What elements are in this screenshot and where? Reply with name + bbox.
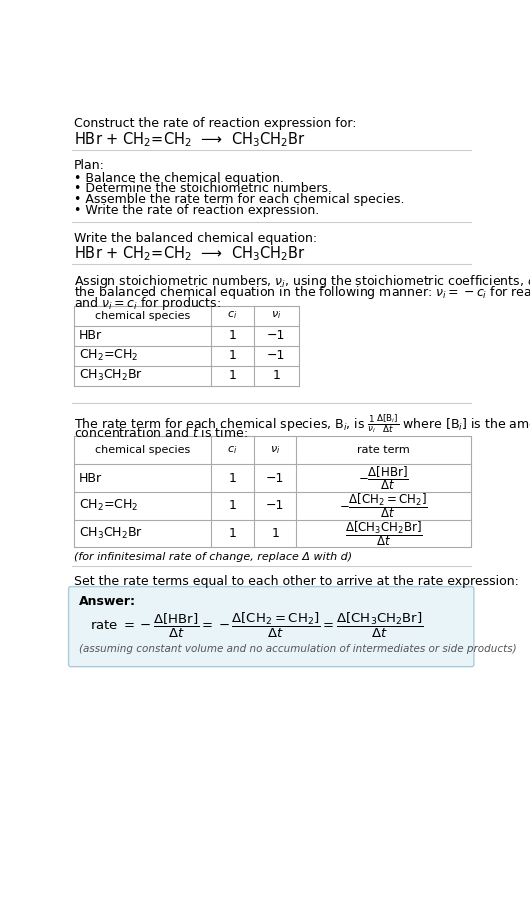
FancyBboxPatch shape (68, 587, 474, 667)
Text: −1: −1 (266, 500, 284, 512)
Text: $c_i$: $c_i$ (227, 444, 237, 456)
Text: Construct the rate of reaction expression for:: Construct the rate of reaction expressio… (74, 116, 357, 130)
Text: and $\nu_i = c_i$ for products:: and $\nu_i = c_i$ for products: (74, 295, 221, 312)
Text: rate $= -\dfrac{\Delta[\mathrm{HBr}]}{\Delta t} = -\dfrac{\Delta[\mathrm{CH_2{=}: rate $= -\dfrac{\Delta[\mathrm{HBr}]}{\D… (90, 611, 423, 640)
Text: $-\dfrac{\Delta[\mathrm{CH_2{=}CH_2}]}{\Delta t}$: $-\dfrac{\Delta[\mathrm{CH_2{=}CH_2}]}{\… (339, 491, 428, 521)
Text: Plan:: Plan: (74, 159, 105, 172)
Text: −1: −1 (266, 471, 284, 484)
Text: The rate term for each chemical species, B$_i$, is $\frac{1}{\nu_i}\frac{\Delta[: The rate term for each chemical species,… (74, 412, 530, 435)
Text: (assuming constant volume and no accumulation of intermediates or side products): (assuming constant volume and no accumul… (78, 644, 516, 654)
Text: • Assemble the rate term for each chemical species.: • Assemble the rate term for each chemic… (74, 193, 404, 207)
Text: 1: 1 (228, 329, 236, 342)
Text: concentration and $t$ is time:: concentration and $t$ is time: (74, 426, 248, 440)
Text: HBr: HBr (78, 471, 102, 484)
Text: CH$_2$=CH$_2$: CH$_2$=CH$_2$ (78, 498, 138, 513)
Text: 1: 1 (271, 527, 279, 540)
Text: chemical species: chemical species (95, 445, 190, 455)
Text: 1: 1 (228, 471, 236, 484)
Text: CH$_3$CH$_2$Br: CH$_3$CH$_2$Br (78, 368, 143, 383)
Text: $\nu_i$: $\nu_i$ (271, 309, 281, 321)
Text: Answer:: Answer: (78, 595, 136, 608)
Text: 1: 1 (228, 500, 236, 512)
Text: CH$_3$CH$_2$Br: CH$_3$CH$_2$Br (78, 526, 143, 541)
Text: chemical species: chemical species (95, 310, 190, 320)
Text: 1: 1 (228, 349, 236, 362)
Text: −1: −1 (267, 349, 286, 362)
Text: • Write the rate of reaction expression.: • Write the rate of reaction expression. (74, 204, 319, 217)
Text: • Determine the stoichiometric numbers.: • Determine the stoichiometric numbers. (74, 182, 332, 196)
Text: the balanced chemical equation in the following manner: $\nu_i = -c_i$ for react: the balanced chemical equation in the fo… (74, 284, 530, 301)
Text: • Balance the chemical equation.: • Balance the chemical equation. (74, 172, 284, 185)
Text: $-\dfrac{\Delta[\mathrm{HBr}]}{\Delta t}$: $-\dfrac{\Delta[\mathrm{HBr}]}{\Delta t}… (358, 464, 409, 492)
Text: $\dfrac{\Delta[\mathrm{CH_3CH_2Br}]}{\Delta t}$: $\dfrac{\Delta[\mathrm{CH_3CH_2Br}]}{\De… (345, 519, 422, 548)
Text: HBr + CH$_2$=CH$_2$  ⟶  CH$_3$CH$_2$Br: HBr + CH$_2$=CH$_2$ ⟶ CH$_3$CH$_2$Br (74, 130, 306, 148)
Text: 1: 1 (228, 369, 236, 382)
Text: (for infinitesimal rate of change, replace Δ with d): (for infinitesimal rate of change, repla… (74, 552, 352, 562)
Text: HBr + CH$_2$=CH$_2$  ⟶  CH$_3$CH$_2$Br: HBr + CH$_2$=CH$_2$ ⟶ CH$_3$CH$_2$Br (74, 244, 306, 263)
Text: $\nu_i$: $\nu_i$ (270, 444, 280, 456)
Text: HBr: HBr (78, 329, 102, 342)
Text: CH$_2$=CH$_2$: CH$_2$=CH$_2$ (78, 348, 138, 363)
Text: Set the rate terms equal to each other to arrive at the rate expression:: Set the rate terms equal to each other t… (74, 575, 519, 588)
Text: Write the balanced chemical equation:: Write the balanced chemical equation: (74, 232, 317, 245)
Text: 1: 1 (272, 369, 280, 382)
Text: $c_i$: $c_i$ (227, 309, 237, 321)
Text: rate term: rate term (357, 445, 410, 455)
Text: Assign stoichiometric numbers, $\nu_i$, using the stoichiometric coefficients, $: Assign stoichiometric numbers, $\nu_i$, … (74, 273, 530, 290)
Text: 1: 1 (228, 527, 236, 540)
Text: −1: −1 (267, 329, 286, 342)
